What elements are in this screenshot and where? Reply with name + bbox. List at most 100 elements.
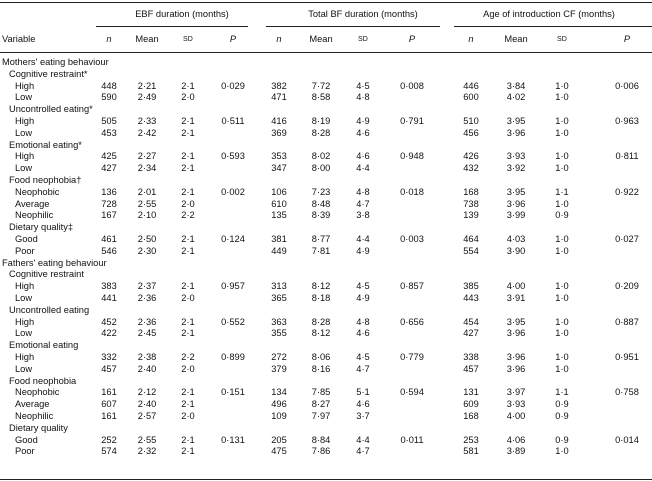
cell-n: 167 [101,210,117,221]
cell-sd: 2·0 [181,92,195,103]
cell-mean: 2·12 [137,387,157,398]
cell-sd: 1·0 [555,92,569,103]
cell-n: 446 [463,80,479,91]
group-title: Cognitive restraint [9,269,84,280]
row-label: Neophobic [15,186,60,197]
cell-mean: 8·00 [311,163,331,174]
cell-mean: 2·42 [137,127,157,138]
bottom-rule [0,479,652,480]
cell-sd: 1·0 [555,281,569,292]
cell-p: 0·758 [615,387,639,398]
cell-sd: 0·9 [555,399,569,410]
cell-n: 461 [101,234,117,244]
cell-sd: 4·4 [356,234,370,244]
row-label: High [15,316,35,327]
cell-n: 161 [101,411,117,421]
cell-mean: 3·96 [506,198,526,209]
cell-mean: 3·84 [506,80,526,91]
cell-mean: 8·16 [311,363,331,374]
cell-n: 135 [271,210,287,221]
cell-sd: 1·0 [555,363,569,374]
cell-mean: 8·02 [311,151,331,162]
cell-p: 0·011 [400,434,424,445]
cell-n: 369 [271,127,287,138]
cell-mean: 3·93 [506,399,526,410]
cell-mean: 2·33 [137,116,157,126]
cell-mean: 2·49 [137,92,157,103]
cell-mean: 8·77 [311,234,331,244]
cell-mean: 2·57 [137,411,157,421]
cell-n: 109 [271,411,287,421]
cell-p: 0·029 [221,80,245,91]
cell-mean: 3·95 [506,186,526,197]
cell-sd: 1·1 [555,186,569,197]
cell-p: 0·887 [615,316,639,327]
row-label: High [15,80,35,91]
cell-n: 168 [463,186,479,197]
cell-n: 425 [101,151,117,162]
row-label: Average [15,399,50,410]
section-title-1: Fathers' eating behaviour [2,257,107,268]
cell-sd: 2·1 [181,151,195,162]
cell-n: 253 [463,434,479,445]
cell-sd: 4·6 [356,151,370,162]
cell-sd: 2·0 [181,293,195,303]
row-label: Good [15,434,38,445]
group-rule-ebf [96,26,248,27]
cell-mean: 3·93 [506,151,526,162]
row-label: High [15,151,35,162]
cell-mean: 2·21 [137,80,157,91]
cell-mean: 7·72 [311,80,331,91]
cell-mean: 3·95 [506,116,526,126]
cell-sd: 2·1 [181,446,195,457]
cell-mean: 8·48 [311,198,331,209]
cell-mean: 8·84 [311,434,331,445]
cell-sd: 1·0 [555,127,569,138]
cell-sd: 3·7 [356,411,370,421]
cell-mean: 4·06 [506,434,526,445]
cell-p: 0·511 [221,116,245,126]
group-title: Uncontrolled eating [9,304,90,315]
cell-n: 106 [271,186,287,197]
cell-p: 0·948 [400,151,424,162]
cell-sd: 1·0 [555,234,569,244]
cell-p: 0·899 [221,352,245,362]
cell-n: 427 [463,328,479,339]
cell-mean: 2·38 [137,352,157,362]
cell-n: 353 [271,151,287,162]
cell-sd: 0·9 [555,210,569,221]
row-label: Low [15,363,33,374]
cell-p: 0·594 [400,387,424,398]
cell-n: 505 [101,116,117,126]
cell-mean: 2·37 [137,281,157,292]
cell-n: 131 [463,387,479,398]
cell-n: 383 [101,281,117,292]
row-label: High [15,352,35,362]
cell-sd: 2·0 [181,411,195,421]
cell-n: 475 [271,446,287,457]
cell-n: 510 [463,116,479,126]
cell-sd: 2·1 [181,399,195,410]
header-p-total-bf: P [408,34,416,44]
cell-n: 441 [101,293,117,303]
cell-n: 252 [101,434,117,445]
cell-sd: 2·0 [181,363,195,374]
group-rule-cf [454,26,652,27]
cell-sd: 1·0 [555,328,569,339]
cell-sd: 1·0 [555,316,569,327]
cell-sd: 4·9 [356,116,370,126]
cell-sd: 2·1 [181,434,195,445]
cell-p: 0·593 [221,151,245,162]
group-title: Food neophobia [9,375,77,386]
cell-mean: 2·40 [137,399,157,410]
cell-n: 139 [463,210,479,221]
cell-sd: 2·2 [181,210,195,221]
cell-sd: 1·0 [555,293,569,303]
cell-sd: 4·5 [356,281,370,292]
cell-n: 347 [271,163,287,174]
header-mean-total-bf: Mean [309,34,333,44]
cell-sd: 4·9 [356,293,370,303]
cell-n: 338 [463,352,479,362]
row-label: Low [15,293,33,303]
row-label: Poor [15,245,35,256]
